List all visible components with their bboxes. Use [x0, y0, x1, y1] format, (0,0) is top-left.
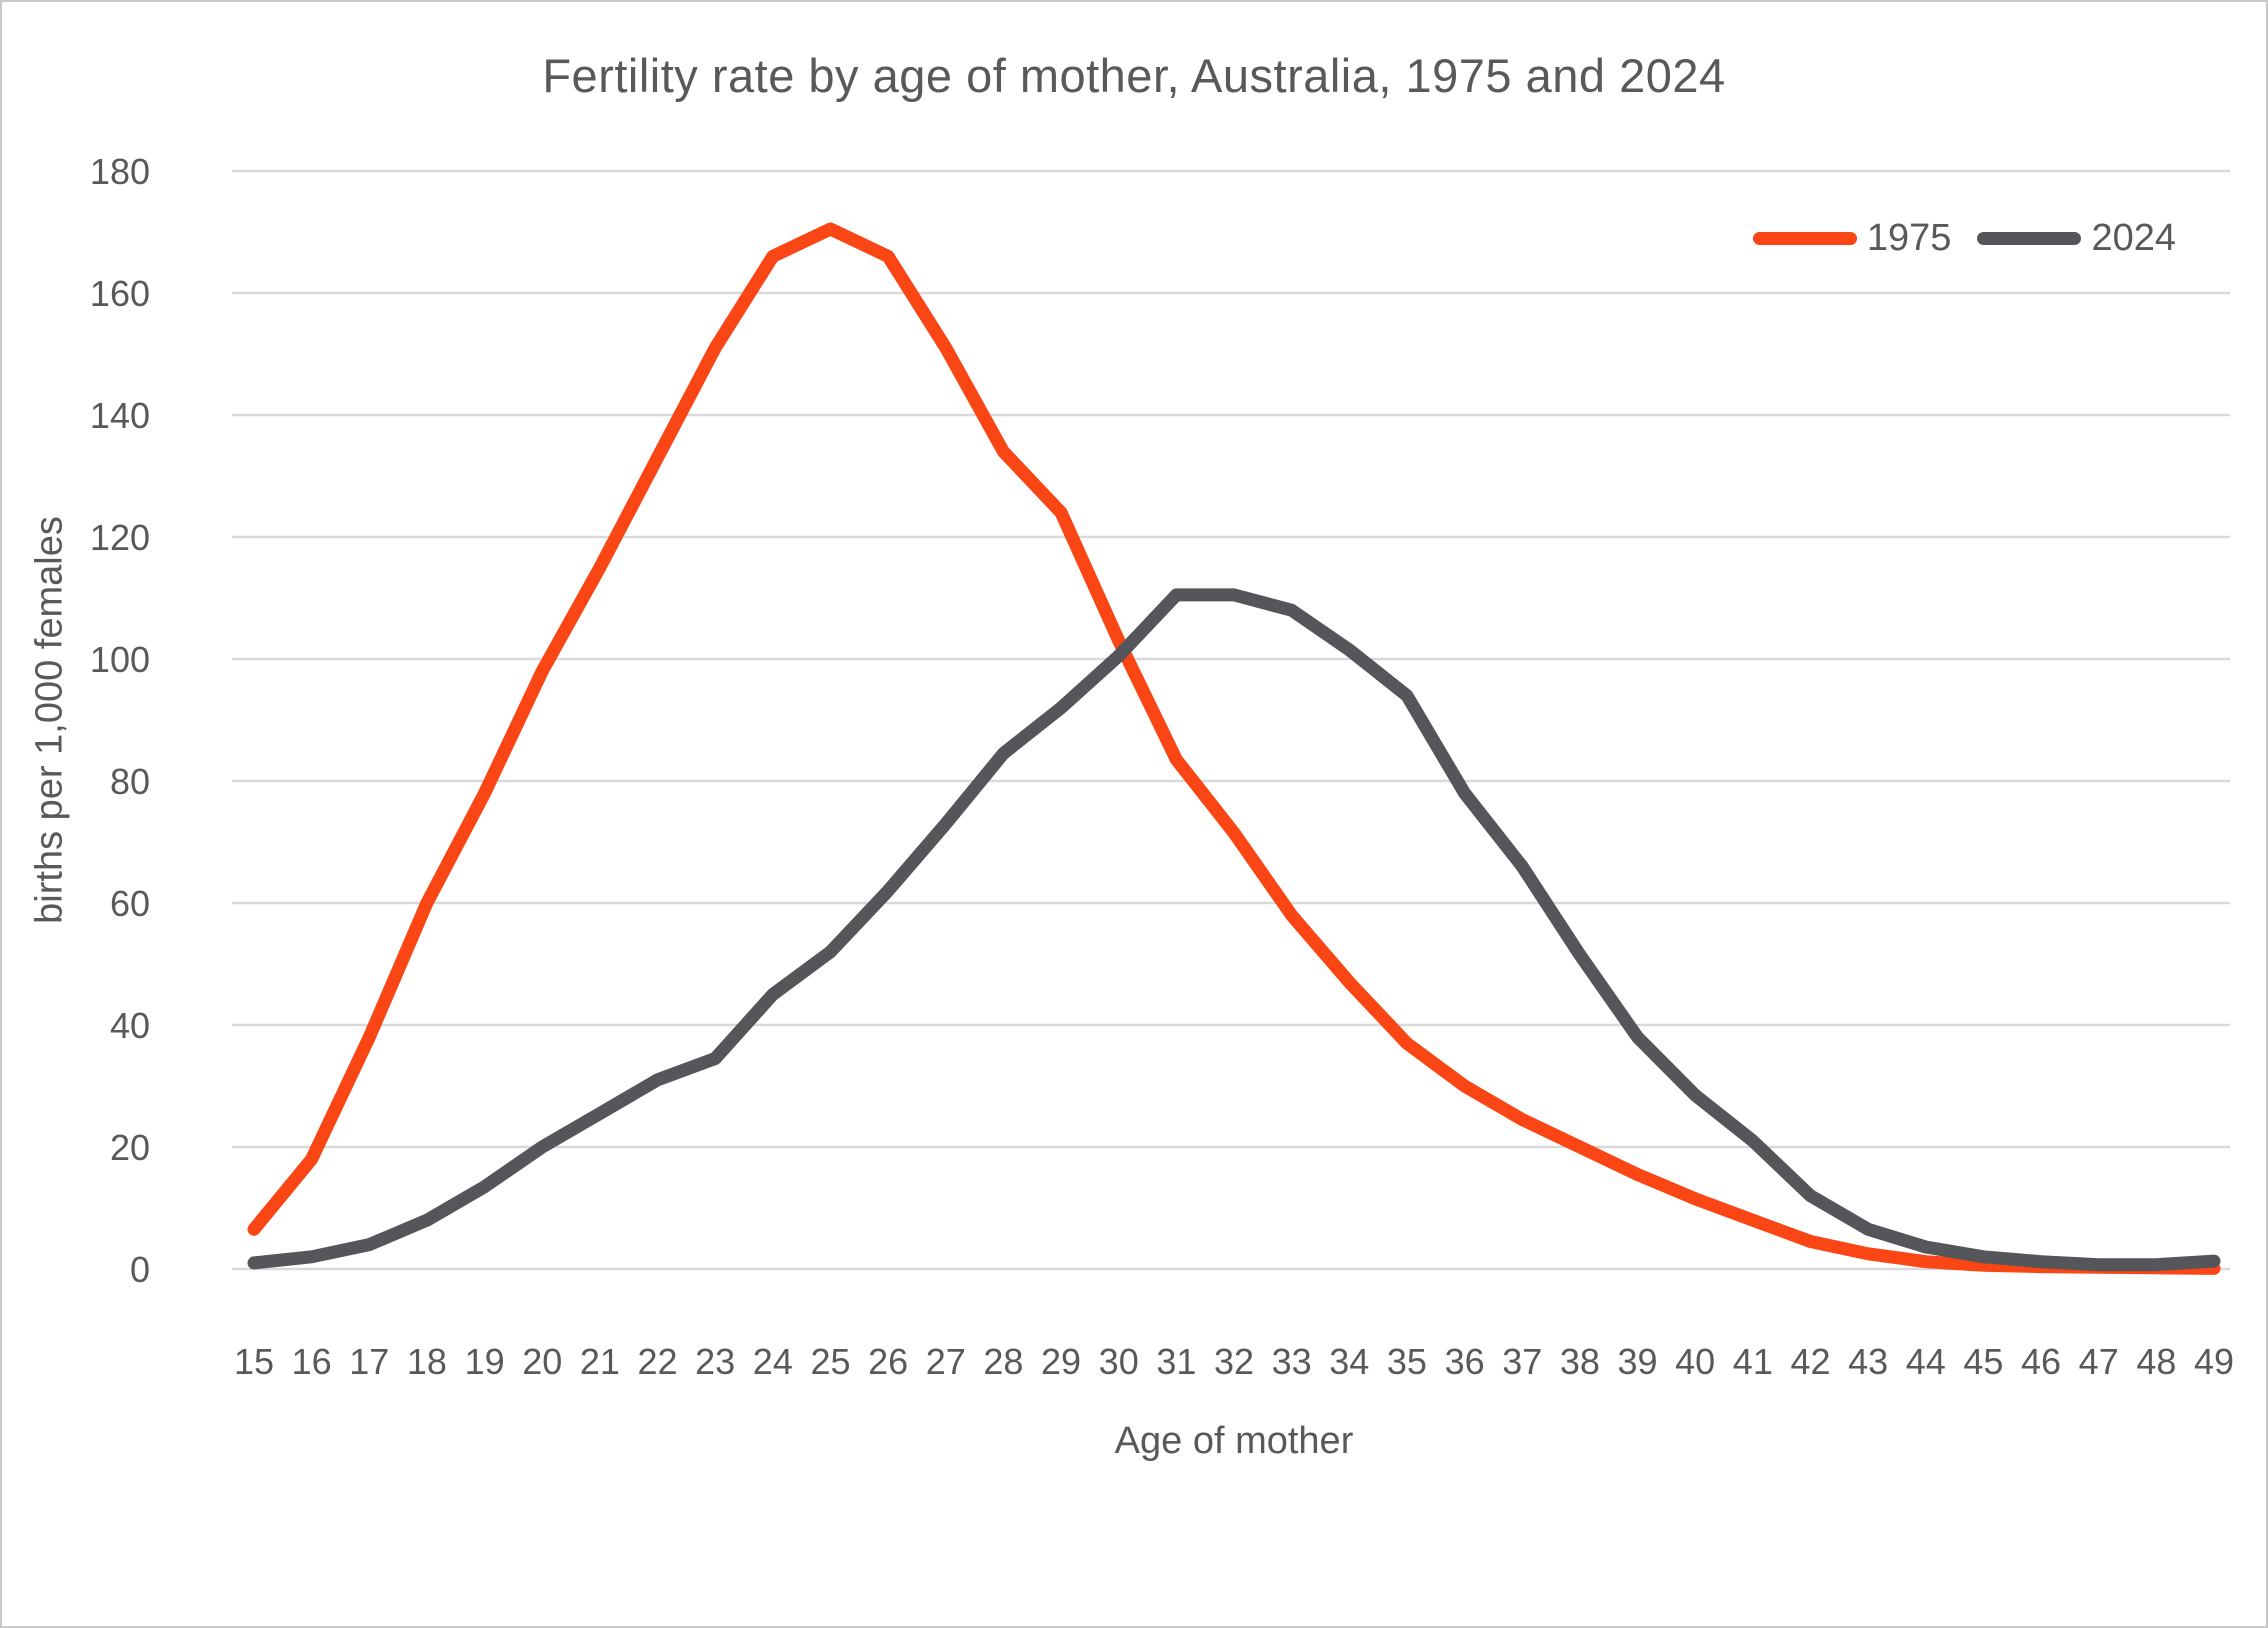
x-tick-label-15: 15 — [234, 1341, 274, 1382]
x-tick-label-44: 44 — [1906, 1341, 1946, 1382]
y-tick-label-60: 60 — [110, 883, 150, 924]
x-tick-label-43: 43 — [1848, 1341, 1888, 1382]
x-tick-label-23: 23 — [695, 1341, 735, 1382]
chart-title: Fertility rate by age of mother, Austral… — [542, 49, 1726, 102]
x-tick-label-17: 17 — [349, 1341, 389, 1382]
legend-line-swatch-1975 — [1752, 232, 1857, 245]
x-tick-label-46: 46 — [2021, 1341, 2061, 1382]
legend-line-swatch-2024 — [1977, 232, 2082, 245]
x-tick-label-24: 24 — [753, 1341, 793, 1382]
series-line-1975 — [247, 222, 2221, 1275]
x-tick-label-16: 16 — [292, 1341, 332, 1382]
legend-label-2024: 2024 — [2091, 217, 2176, 259]
x-tick-label-30: 30 — [1099, 1341, 1139, 1382]
x-tick-label-22: 22 — [638, 1341, 678, 1382]
y-tick-label-40: 40 — [110, 1005, 150, 1046]
y-tick-label-20: 20 — [110, 1127, 150, 1168]
x-tick-label-33: 33 — [1272, 1341, 1312, 1382]
y-tick-label-80: 80 — [110, 761, 150, 802]
x-tick-label-35: 35 — [1387, 1341, 1427, 1382]
x-tick-label-32: 32 — [1214, 1341, 1254, 1382]
legend: 1975 2024 — [1752, 217, 2176, 260]
x-tick-label-28: 28 — [983, 1341, 1023, 1382]
x-tick-label-37: 37 — [1502, 1341, 1542, 1382]
x-tick-label-18: 18 — [407, 1341, 447, 1382]
x-tick-label-29: 29 — [1041, 1341, 1081, 1382]
x-tick-label-42: 42 — [1790, 1341, 1830, 1382]
series-line-2024 — [247, 588, 2221, 1272]
x-tick-label-26: 26 — [868, 1341, 908, 1382]
legend-item-2024: 2024 — [1977, 217, 2176, 260]
x-tick-label-34: 34 — [1329, 1341, 1369, 1382]
y-tick-label-120: 120 — [90, 517, 150, 558]
y-tick-label-140: 140 — [90, 395, 150, 436]
x-tick-label-20: 20 — [522, 1341, 562, 1382]
y-tick-label-100: 100 — [90, 639, 150, 680]
x-axis-title: Age of mother — [1114, 1420, 1354, 1462]
x-tick-label-25: 25 — [810, 1341, 850, 1382]
x-tick-label-45: 45 — [1963, 1341, 2003, 1382]
x-tick-label-36: 36 — [1445, 1341, 1485, 1382]
x-tick-label-48: 48 — [2136, 1341, 2176, 1382]
legend-item-1975: 1975 — [1752, 217, 1952, 260]
y-tick-label-180: 180 — [90, 151, 150, 192]
x-tick-label-27: 27 — [926, 1341, 966, 1382]
x-tick-label-21: 21 — [580, 1341, 620, 1382]
x-tick-label-49: 49 — [2194, 1341, 2234, 1382]
x-tick-label-38: 38 — [1560, 1341, 1600, 1382]
y-tick-label-0: 0 — [130, 1249, 150, 1290]
x-tick-label-40: 40 — [1675, 1341, 1715, 1382]
x-tick-label-39: 39 — [1618, 1341, 1658, 1382]
x-tick-label-41: 41 — [1733, 1341, 1773, 1382]
x-tick-label-31: 31 — [1156, 1341, 1196, 1382]
x-tick-label-19: 19 — [465, 1341, 505, 1382]
y-tick-label-160: 160 — [90, 273, 150, 314]
legend-label-1975: 1975 — [1866, 217, 1952, 259]
x-tick-label-47: 47 — [2079, 1341, 2119, 1382]
